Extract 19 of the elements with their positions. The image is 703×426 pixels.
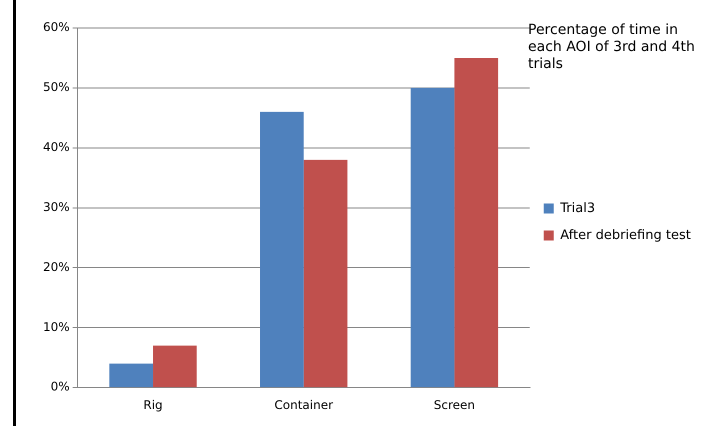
x-tick-label: Screen xyxy=(434,398,476,412)
y-tick-label: 30% xyxy=(43,200,70,214)
text: Percentage of time in each AOI of 3rd and 4th trials xyxy=(528,22,696,73)
y-tick-label: 50% xyxy=(43,80,70,94)
y-tick-label: 10% xyxy=(43,320,70,334)
bar xyxy=(153,346,197,388)
bar xyxy=(260,112,304,388)
y-tick-label: 60% xyxy=(43,20,70,34)
bar xyxy=(410,88,454,388)
legend-label: Trial3 xyxy=(559,200,596,216)
y-tick-label: 20% xyxy=(43,260,70,274)
y-tick-label: 0% xyxy=(50,380,70,394)
legend-label: After debriefing test xyxy=(560,228,691,243)
y-tick-label: 40% xyxy=(43,140,70,154)
bar xyxy=(454,58,498,388)
bar xyxy=(304,160,348,388)
x-tick-label: Container xyxy=(274,398,334,412)
x-tick-label: Rig xyxy=(143,398,163,412)
bar xyxy=(109,364,154,388)
